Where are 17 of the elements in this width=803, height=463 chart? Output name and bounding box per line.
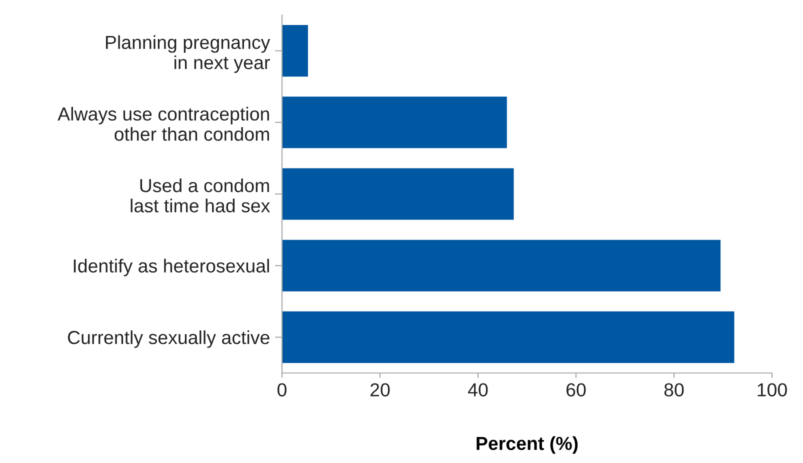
y-tick-label: Currently sexually active [68, 330, 270, 348]
bar [282, 311, 734, 363]
x-tick-label: 80 [664, 383, 684, 396]
y-tick-label: Planning pregnancy in next year [106, 35, 270, 73]
x-tick-label: 40 [468, 383, 488, 396]
x-axis-title: Percent (%) [476, 436, 578, 454]
bar [282, 240, 721, 292]
x-tick-label: 20 [370, 383, 390, 396]
y-tick-label: Always use contraception other than condom [58, 106, 269, 141]
x-tick-label: 100 [758, 383, 787, 396]
bar [282, 168, 514, 220]
x-tick-label: 60 [566, 383, 586, 396]
x-tick-label: 0 [278, 383, 286, 396]
y-tick-label: Identify as heterosexual [74, 258, 269, 276]
bar [282, 25, 308, 77]
y-tick-label: Used a condom last time had sex [130, 178, 270, 212]
bar [282, 96, 507, 148]
